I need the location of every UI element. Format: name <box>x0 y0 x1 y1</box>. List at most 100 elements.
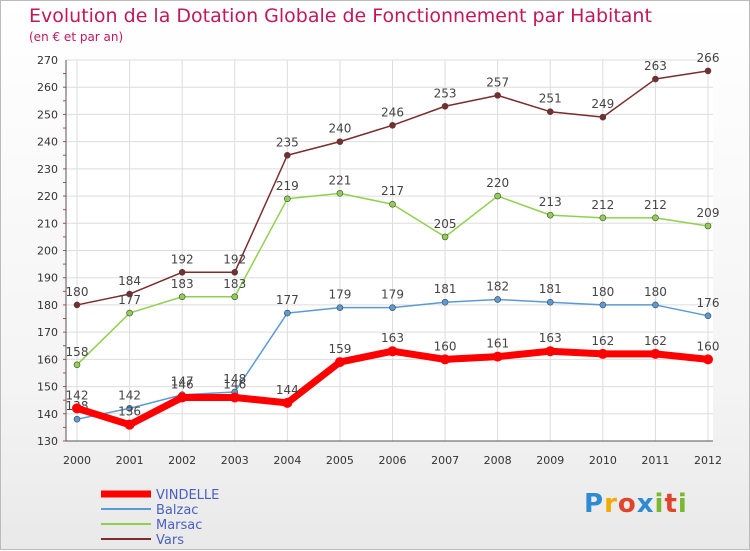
legend-label-vindelle: VINDELLE <box>156 488 219 503</box>
data-point-vars <box>599 113 607 121</box>
data-label-vindelle: 163 <box>381 331 404 345</box>
data-label-marsac: 221 <box>328 173 351 187</box>
data-label-marsac: 177 <box>118 293 141 307</box>
data-label-marsac: 220 <box>486 176 509 190</box>
data-point-marsac <box>599 214 607 222</box>
data-point-marsac <box>546 211 554 219</box>
data-point-vindelle <box>545 346 556 357</box>
data-label-marsac: 205 <box>434 217 457 231</box>
data-label-vars: 253 <box>434 86 457 100</box>
data-point-vindelle <box>229 392 240 403</box>
data-point-marsac <box>494 192 501 200</box>
data-point-balzac <box>652 301 659 309</box>
data-point-vindelle <box>650 348 661 359</box>
data-label-vars: 240 <box>328 122 351 136</box>
data-point-vars <box>126 290 133 298</box>
data-label-marsac: 158 <box>66 345 89 359</box>
data-label-vindelle: 136 <box>118 405 141 419</box>
y-tick-label: 210 <box>37 217 58 230</box>
data-point-vars <box>494 92 501 99</box>
data-point-marsac <box>73 361 81 369</box>
data-point-balzac <box>546 298 554 306</box>
data-point-vindelle <box>597 348 608 359</box>
chart-subtitle: (en € et par an) <box>29 30 124 44</box>
data-label-marsac: 212 <box>591 198 614 212</box>
data-label-balzac: 147 <box>171 375 194 389</box>
x-tick-label: 2006 <box>379 454 407 467</box>
data-label-marsac: 213 <box>539 195 562 209</box>
data-label-vars: 184 <box>118 274 141 288</box>
data-point-marsac <box>284 195 291 203</box>
data-point-vars <box>336 138 344 145</box>
x-tick-label: 2009 <box>536 454 564 467</box>
y-tick-label: 240 <box>37 136 58 149</box>
x-tick-label: 2008 <box>484 454 512 467</box>
data-point-marsac <box>336 190 344 197</box>
data-label-vars: 246 <box>381 105 404 119</box>
data-label-marsac: 183 <box>171 277 194 291</box>
x-tick-label: 2003 <box>221 454 249 467</box>
legend-label-balzac: Balzac <box>156 503 198 518</box>
data-point-balzac <box>441 298 449 306</box>
data-point-balzac <box>126 405 133 412</box>
data-point-marsac <box>652 214 659 222</box>
x-tick-label: 2004 <box>273 454 301 467</box>
data-point-vindelle <box>124 419 135 430</box>
data-label-vars: 235 <box>276 135 299 149</box>
data-point-marsac <box>126 309 133 317</box>
data-point-vars <box>178 268 186 276</box>
data-point-vars <box>389 122 396 129</box>
data-label-balzac: 179 <box>328 288 351 302</box>
data-label-marsac: 209 <box>697 206 720 220</box>
data-point-balzac <box>704 312 712 320</box>
data-label-balzac: 142 <box>118 388 141 402</box>
data-point-vars <box>284 151 291 159</box>
data-point-marsac <box>231 293 239 301</box>
data-point-marsac <box>441 233 449 241</box>
data-point-vindelle <box>703 354 713 365</box>
data-point-vindelle <box>492 351 503 362</box>
data-label-marsac: 183 <box>223 277 246 291</box>
y-tick-label: 190 <box>37 272 58 285</box>
data-point-vindelle <box>282 397 293 408</box>
data-label-vars: 192 <box>171 252 194 266</box>
data-point-balzac <box>73 415 81 423</box>
data-point-vars <box>441 102 449 110</box>
data-label-vars: 266 <box>697 51 720 65</box>
data-point-vindelle <box>72 403 82 414</box>
x-tick-label: 2012 <box>694 454 722 467</box>
data-label-balzac: 180 <box>644 285 667 299</box>
data-label-vindelle: 159 <box>328 342 351 356</box>
data-label-vindelle: 146 <box>223 377 246 391</box>
data-label-vindelle: 160 <box>434 339 457 353</box>
data-label-vars: 251 <box>539 92 562 106</box>
data-label-marsac: 212 <box>644 198 667 212</box>
data-label-marsac: 219 <box>276 179 299 193</box>
data-label-balzac: 177 <box>276 293 299 307</box>
x-tick-label: 2007 <box>431 454 459 467</box>
data-point-balzac <box>389 304 396 311</box>
data-point-marsac <box>389 200 396 208</box>
data-point-vindelle <box>387 346 398 357</box>
data-point-balzac <box>284 309 291 317</box>
data-label-vars: 192 <box>223 252 246 266</box>
legend-label-marsac: Marsac <box>156 518 202 533</box>
data-label-vars: 257 <box>486 75 509 89</box>
data-label-balzac: 182 <box>486 279 509 293</box>
data-label-balzac: 179 <box>381 288 404 302</box>
data-label-vindelle: 163 <box>539 331 562 345</box>
y-tick-label: 230 <box>37 163 58 176</box>
x-tick-label: 2010 <box>589 454 617 467</box>
x-tick-label: 2001 <box>116 454 144 467</box>
data-label-balzac: 148 <box>223 372 246 386</box>
x-tick-label: 2002 <box>168 454 196 467</box>
data-point-vars <box>73 301 81 309</box>
data-point-vars <box>652 75 659 83</box>
data-point-balzac <box>494 296 501 303</box>
y-tick-label: 270 <box>37 54 58 67</box>
data-label-vindelle: 142 <box>66 388 89 402</box>
data-point-marsac <box>178 293 186 301</box>
data-label-balzac: 176 <box>697 296 720 310</box>
